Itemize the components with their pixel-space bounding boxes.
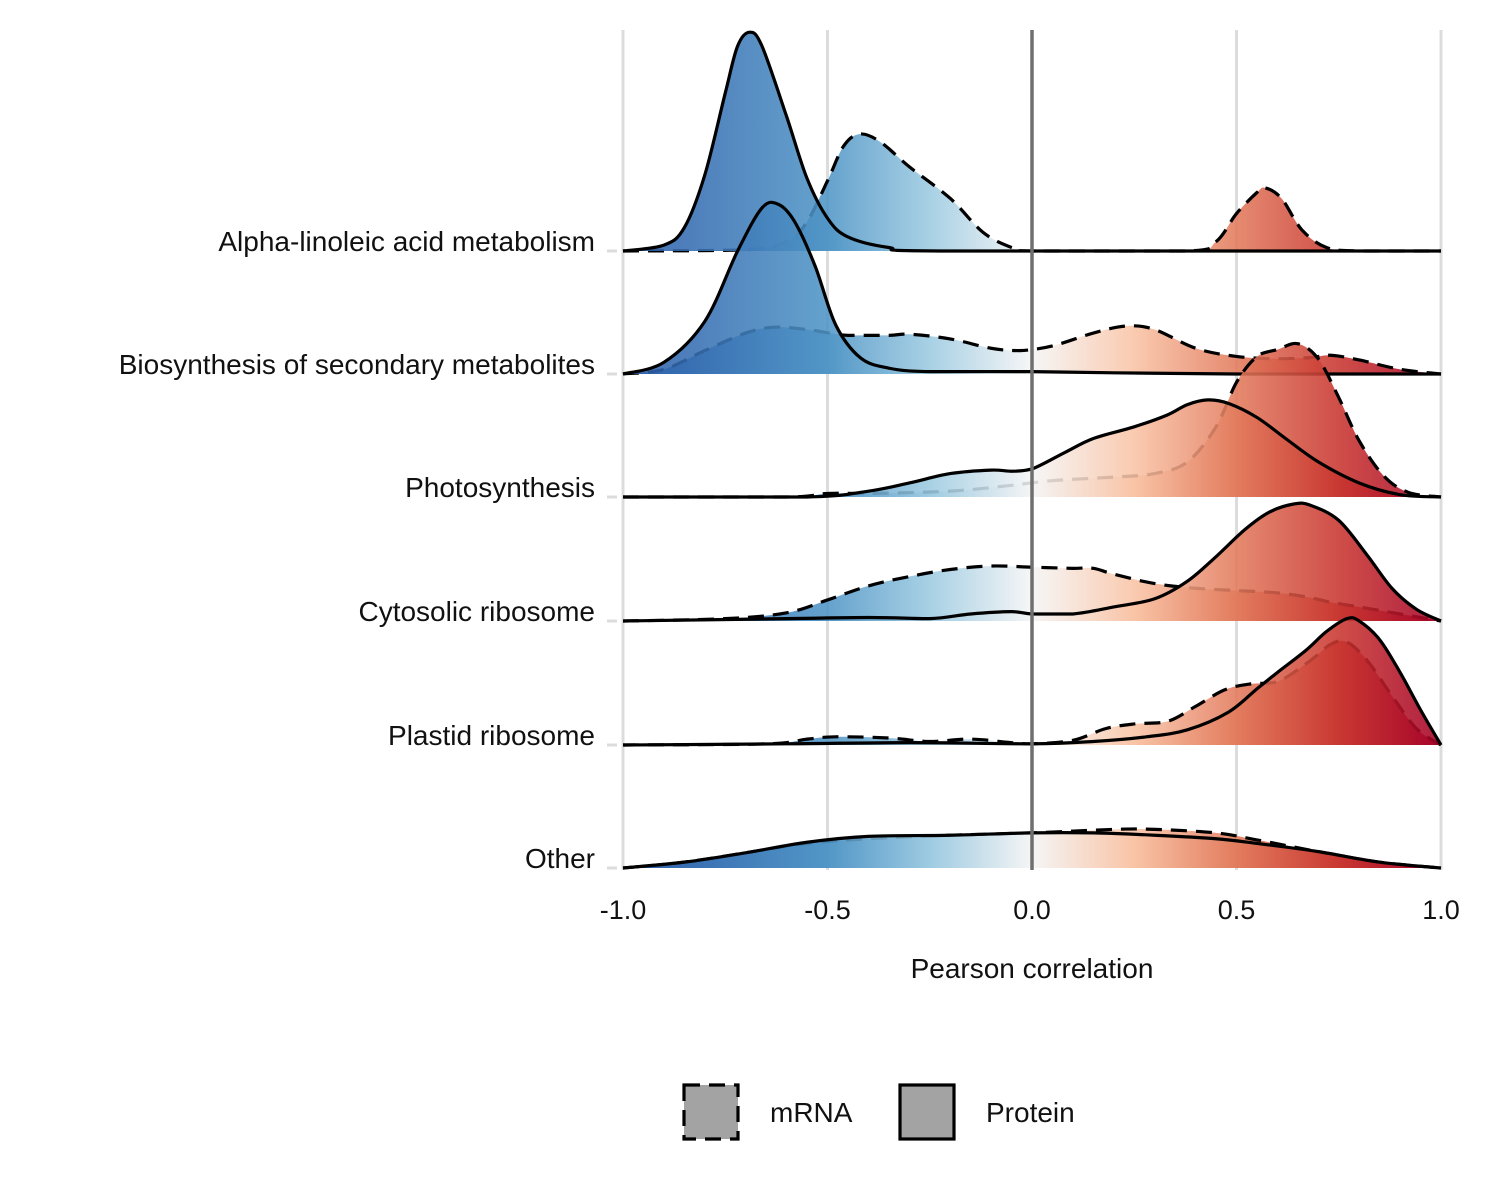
ridge-3: Cytosolic ribosome	[358, 501, 1442, 627]
density-line-protein-3	[622, 501, 1442, 623]
ridge-5: Other	[525, 827, 1442, 874]
category-label-4: Plastid ribosome	[388, 720, 595, 751]
density-fill-protein-1	[623, 202, 1441, 374]
density-line-mrna-4	[622, 639, 1442, 747]
category-label-5: Other	[525, 843, 595, 874]
legend-label-protein: Protein	[986, 1097, 1075, 1128]
category-label-2: Photosynthesis	[405, 472, 595, 503]
x-tick-label-1: -0.5	[804, 895, 851, 925]
ridge-0: Alpha-linoleic acid metabolism	[218, 30, 1441, 257]
x-tick-label-3: 0.5	[1218, 895, 1256, 925]
category-label-3: Cytosolic ribosome	[358, 596, 595, 627]
legend-key-protein	[898, 1083, 956, 1141]
density-line-protein-5	[622, 831, 1442, 870]
category-label-1: Biosynthesis of secondary metabolites	[119, 349, 595, 380]
density-fill-protein-3	[623, 503, 1441, 621]
legend-item-mrna: mRNA	[682, 1083, 853, 1141]
x-tick-label-4: 1.0	[1422, 895, 1460, 925]
density-line-mrna-2	[623, 341, 1442, 499]
density-line-protein-4	[622, 616, 1443, 747]
density-fill-protein-2	[623, 399, 1441, 497]
category-label-0: Alpha-linoleic acid metabolism	[218, 226, 595, 257]
density-line-protein-1	[622, 200, 1442, 376]
x-axis: -1.0 -0.5 0.0 0.5 1.0	[600, 895, 1460, 925]
legend-label-mrna: mRNA	[770, 1097, 853, 1128]
legend-item-protein: Protein	[898, 1083, 1075, 1141]
density-fill-protein-4	[623, 617, 1441, 745]
ridge-2: Photosynthesis	[405, 341, 1442, 503]
density-fill-protein-0	[623, 32, 1441, 252]
x-tick-label-0: -1.0	[600, 895, 647, 925]
ridge-4: Plastid ribosome	[388, 616, 1443, 751]
density-line-protein-0	[622, 30, 1441, 253]
density-line-protein-2	[623, 398, 1442, 499]
legend-key-mrna	[682, 1083, 740, 1141]
x-tick-label-2: 0.0	[1013, 895, 1051, 925]
ridges: Alpha-linoleic acid metabolism Biosynthes…	[119, 30, 1443, 874]
x-axis-title: Pearson correlation	[911, 953, 1154, 984]
legend: mRNA Protein	[682, 1083, 1075, 1141]
